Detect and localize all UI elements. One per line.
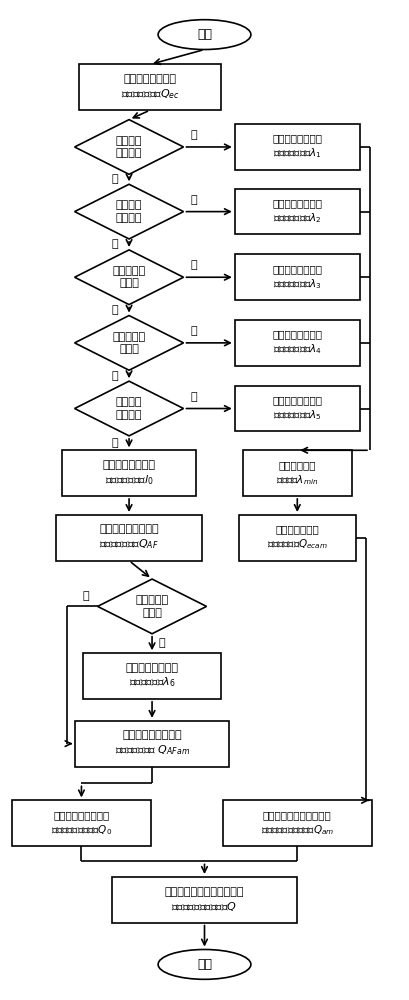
- Bar: [222, 800, 372, 846]
- Text: 否: 否: [112, 305, 118, 315]
- Polygon shape: [98, 579, 207, 634]
- Bar: [235, 189, 360, 234]
- Text: 否: 否: [82, 591, 89, 601]
- Bar: [235, 320, 360, 366]
- Polygon shape: [74, 250, 184, 305]
- Text: 取两者之间的最小值作为
最终修正后的限制油量$Q_{am}$: 取两者之间的最小值作为 最终修正后的限制油量$Q_{am}$: [261, 810, 334, 837]
- Text: 根据进气量计算极限
空燃比限制油量$Q_{AF}$: 根据进气量计算极限 空燃比限制油量$Q_{AF}$: [99, 524, 159, 551]
- Text: 根据当前转速计算
外特性限制油量$Q_{ec}$: 根据当前转速计算 外特性限制油量$Q_{ec}$: [121, 74, 180, 101]
- Text: 是: 是: [190, 260, 197, 270]
- Bar: [239, 515, 356, 561]
- Ellipse shape: [158, 949, 251, 979]
- Text: 否: 否: [112, 239, 118, 249]
- Text: 是: 是: [190, 392, 197, 402]
- Text: 计算机油压力过低
的油量限制系数$\lambda_1$: 计算机油压力过低 的油量限制系数$\lambda_1$: [272, 134, 322, 160]
- Text: 否: 否: [112, 438, 118, 448]
- Bar: [235, 386, 360, 431]
- Bar: [112, 877, 297, 923]
- Bar: [235, 124, 360, 170]
- Polygon shape: [74, 120, 184, 174]
- Text: 开始: 开始: [197, 28, 212, 41]
- Bar: [83, 653, 220, 699]
- Text: 排气温度过
高故障: 排气温度过 高故障: [135, 595, 169, 618]
- Bar: [12, 800, 151, 846]
- Polygon shape: [74, 316, 184, 370]
- Text: 计算进气压气过高
的油量限制系数$\lambda_5$: 计算进气压气过高 的油量限制系数$\lambda_5$: [272, 395, 322, 422]
- Text: 是: 是: [190, 326, 197, 336]
- Text: 冷却水温过
低故障: 冷却水温过 低故障: [112, 332, 146, 354]
- Text: 控制器软件根据转速
计算出基本循环油量$Q_0$: 控制器软件根据转速 计算出基本循环油量$Q_0$: [51, 810, 112, 837]
- Text: 冷却水温过
高故障: 冷却水温过 高故障: [112, 266, 146, 288]
- Bar: [79, 64, 220, 110]
- Text: 是: 是: [159, 638, 166, 648]
- Polygon shape: [74, 381, 184, 436]
- Text: 否: 否: [112, 371, 118, 381]
- Polygon shape: [74, 184, 184, 239]
- Text: 否: 否: [112, 174, 118, 184]
- Ellipse shape: [158, 20, 251, 50]
- Text: 取最小的油量
限制系数$\lambda_{min}$: 取最小的油量 限制系数$\lambda_{min}$: [276, 460, 319, 487]
- Text: 计算冷却水温过低
的油量限制系数$\lambda_4$: 计算冷却水温过低 的油量限制系数$\lambda_4$: [272, 329, 322, 356]
- Text: 根据当前转速计算
得到极限空燃比$l_0$: 根据当前转速计算 得到极限空燃比$l_0$: [103, 460, 155, 487]
- Text: 计算排气温度过高
油量限制系数$\lambda_6$: 计算排气温度过高 油量限制系数$\lambda_6$: [126, 663, 179, 689]
- Bar: [63, 450, 196, 496]
- Text: 计算修正后的外
特性限制油量$Q_{ecam}$: 计算修正后的外 特性限制油量$Q_{ecam}$: [267, 524, 328, 551]
- Bar: [56, 515, 202, 561]
- Text: 机油压力
过低故障: 机油压力 过低故障: [116, 136, 142, 158]
- Bar: [235, 254, 360, 300]
- Text: 机油温度
过高故障: 机油温度 过高故障: [116, 200, 142, 223]
- Text: 结束: 结束: [197, 958, 212, 971]
- Text: 是: 是: [190, 130, 197, 140]
- Text: 是: 是: [190, 195, 197, 205]
- Text: 计算冷却水温过高
的油量限制系数$\lambda_3$: 计算冷却水温过高 的油量限制系数$\lambda_3$: [272, 264, 322, 291]
- Bar: [243, 450, 352, 496]
- Text: 取两者之间最小值作为柴油
机实际输出的循环油量$Q$: 取两者之间最小值作为柴油 机实际输出的循环油量$Q$: [165, 887, 244, 913]
- Text: 计算机油温度过高
的油量限制系数$\lambda_2$: 计算机油温度过高 的油量限制系数$\lambda_2$: [272, 198, 322, 225]
- Text: 计算出修正后的极限
空燃比限制油量 $Q_{AFam}$: 计算出修正后的极限 空燃比限制油量 $Q_{AFam}$: [115, 730, 190, 757]
- Text: 进气压力
过高故障: 进气压力 过高故障: [116, 397, 142, 420]
- Bar: [75, 721, 229, 767]
